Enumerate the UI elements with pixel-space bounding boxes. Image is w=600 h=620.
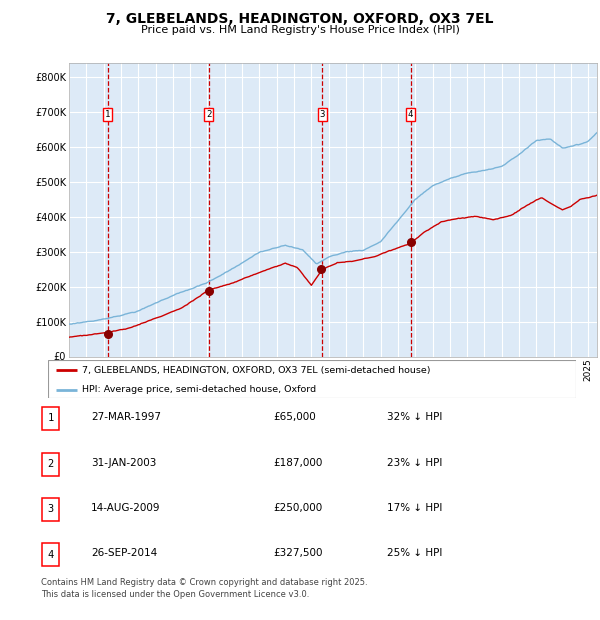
Text: 31-JAN-2003: 31-JAN-2003 (91, 458, 157, 467)
Text: 4: 4 (408, 110, 413, 119)
Text: 7, GLEBELANDS, HEADINGTON, OXFORD, OX3 7EL: 7, GLEBELANDS, HEADINGTON, OXFORD, OX3 7… (106, 12, 494, 27)
Text: 2: 2 (206, 110, 212, 119)
Text: £327,500: £327,500 (273, 548, 323, 558)
Text: 25% ↓ HPI: 25% ↓ HPI (387, 548, 442, 558)
Text: 17% ↓ HPI: 17% ↓ HPI (387, 503, 442, 513)
Text: 14-AUG-2009: 14-AUG-2009 (91, 503, 161, 513)
Text: 3: 3 (319, 110, 325, 119)
Text: £250,000: £250,000 (273, 503, 322, 513)
Text: 1: 1 (47, 414, 53, 423)
Text: 7, GLEBELANDS, HEADINGTON, OXFORD, OX3 7EL (semi-detached house): 7, GLEBELANDS, HEADINGTON, OXFORD, OX3 7… (82, 366, 431, 375)
Text: HPI: Average price, semi-detached house, Oxford: HPI: Average price, semi-detached house,… (82, 385, 316, 394)
Text: £65,000: £65,000 (273, 412, 316, 422)
Text: 1: 1 (105, 110, 110, 119)
Text: 27-MAR-1997: 27-MAR-1997 (91, 412, 161, 422)
Text: Contains HM Land Registry data © Crown copyright and database right 2025.
This d: Contains HM Land Registry data © Crown c… (41, 578, 367, 599)
Text: 26-SEP-2014: 26-SEP-2014 (91, 548, 157, 558)
Text: 23% ↓ HPI: 23% ↓ HPI (387, 458, 442, 467)
Text: 2: 2 (47, 459, 53, 469)
Text: Price paid vs. HM Land Registry's House Price Index (HPI): Price paid vs. HM Land Registry's House … (140, 25, 460, 35)
Text: 3: 3 (47, 505, 53, 515)
Text: 4: 4 (47, 550, 53, 560)
Text: 32% ↓ HPI: 32% ↓ HPI (387, 412, 442, 422)
Text: £187,000: £187,000 (273, 458, 322, 467)
